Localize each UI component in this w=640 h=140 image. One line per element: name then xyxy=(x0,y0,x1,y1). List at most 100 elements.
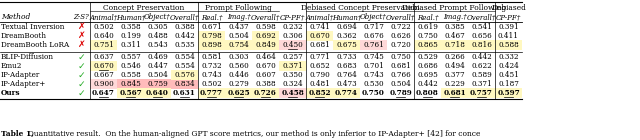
Text: 0.481: 0.481 xyxy=(309,80,330,88)
Text: 0.560: 0.560 xyxy=(228,62,249,70)
Text: Debiased: Debiased xyxy=(491,4,526,12)
Text: 0.504: 0.504 xyxy=(390,80,411,88)
Text: Real.†: Real.† xyxy=(201,13,222,21)
Text: 0.377: 0.377 xyxy=(444,71,465,79)
Text: 0.306: 0.306 xyxy=(282,32,303,40)
Text: 0.686: 0.686 xyxy=(417,62,438,70)
Text: Quantitative result.  On the human-aligned GPT score metrics, our method is only: Quantitative result. On the human-aligne… xyxy=(24,130,481,138)
Bar xyxy=(225,88,252,98)
Text: 0.371: 0.371 xyxy=(471,80,492,88)
Text: 0.598: 0.598 xyxy=(255,23,276,31)
Text: 0.257: 0.257 xyxy=(282,53,303,61)
Text: 0.350: 0.350 xyxy=(282,71,303,79)
Text: Human†: Human† xyxy=(332,13,361,21)
Bar xyxy=(279,88,306,98)
Text: 0.442: 0.442 xyxy=(417,80,438,88)
Bar xyxy=(414,40,441,50)
Bar xyxy=(252,40,279,50)
Text: Emu2: Emu2 xyxy=(1,62,22,70)
Bar xyxy=(144,88,171,98)
Text: 0.458: 0.458 xyxy=(281,89,304,97)
Text: 0.743: 0.743 xyxy=(363,71,384,79)
Text: 0.759: 0.759 xyxy=(147,80,168,88)
Text: 0.647: 0.647 xyxy=(92,89,115,97)
Text: 0.676: 0.676 xyxy=(363,32,384,40)
Text: 0.332: 0.332 xyxy=(499,53,519,61)
Text: 0.834: 0.834 xyxy=(174,80,195,88)
Bar xyxy=(495,40,522,50)
Text: 0.681: 0.681 xyxy=(390,62,411,70)
Text: 0.757: 0.757 xyxy=(470,89,493,97)
Bar xyxy=(198,31,225,41)
Text: 0.546: 0.546 xyxy=(120,62,141,70)
Text: 0.667: 0.667 xyxy=(93,71,114,79)
Text: 0.743: 0.743 xyxy=(201,71,222,79)
Text: 0.303: 0.303 xyxy=(228,53,249,61)
Text: 0.718: 0.718 xyxy=(444,41,465,49)
Text: 0.845: 0.845 xyxy=(120,80,141,88)
Text: Overall†: Overall† xyxy=(170,13,199,21)
Bar xyxy=(279,61,306,71)
Text: 0.311: 0.311 xyxy=(120,41,141,49)
Bar xyxy=(117,79,144,89)
Bar xyxy=(333,88,360,98)
Text: Human†: Human† xyxy=(116,13,145,21)
Text: 0.558: 0.558 xyxy=(120,71,141,79)
Text: DreamBooth LoRA: DreamBooth LoRA xyxy=(1,41,69,49)
Text: 0.771: 0.771 xyxy=(309,53,330,61)
Text: 0.670: 0.670 xyxy=(255,62,276,70)
Text: 0.898: 0.898 xyxy=(201,41,222,49)
Text: Concept Preservation: Concept Preservation xyxy=(104,4,184,12)
Bar xyxy=(441,40,468,50)
Text: 0.816: 0.816 xyxy=(471,41,492,49)
Text: IP-Adapter: IP-Adapter xyxy=(1,71,40,79)
Text: 0.597: 0.597 xyxy=(497,89,520,97)
Text: 0.670: 0.670 xyxy=(309,32,330,40)
Text: 0.626: 0.626 xyxy=(390,32,411,40)
Text: 0.437: 0.437 xyxy=(228,23,249,31)
Text: 0.652: 0.652 xyxy=(309,62,330,70)
Text: 0.362: 0.362 xyxy=(336,32,357,40)
Text: 0.442: 0.442 xyxy=(174,32,195,40)
Text: 0.750: 0.750 xyxy=(417,32,438,40)
Text: 0.464: 0.464 xyxy=(255,53,276,61)
Bar xyxy=(279,88,306,98)
Text: 0.391: 0.391 xyxy=(498,23,519,31)
Text: 0.631: 0.631 xyxy=(173,89,196,97)
Text: 0.720: 0.720 xyxy=(390,41,411,49)
Text: Animal†: Animal† xyxy=(305,13,333,21)
Text: 0.447: 0.447 xyxy=(147,62,168,70)
Text: DreamBooth: DreamBooth xyxy=(1,32,47,40)
Text: 0.750: 0.750 xyxy=(362,89,385,97)
Bar xyxy=(90,79,117,89)
Text: 0.656: 0.656 xyxy=(471,32,492,40)
Bar xyxy=(198,40,225,50)
Text: 0.567: 0.567 xyxy=(119,89,142,97)
Text: 0.411: 0.411 xyxy=(498,32,519,40)
Text: 0.622: 0.622 xyxy=(471,62,492,70)
Text: 0.671: 0.671 xyxy=(201,23,222,31)
Text: 0.790: 0.790 xyxy=(309,71,330,79)
Text: 0.388: 0.388 xyxy=(255,80,276,88)
Text: 0.726: 0.726 xyxy=(254,89,277,97)
Text: ✗: ✗ xyxy=(77,40,85,49)
Text: Ours: Ours xyxy=(1,89,20,97)
Text: Animal†: Animal† xyxy=(90,13,118,21)
Text: 0.732: 0.732 xyxy=(201,62,222,70)
Text: 0.557: 0.557 xyxy=(120,53,141,61)
Text: 0.554: 0.554 xyxy=(174,53,195,61)
Bar xyxy=(90,61,117,71)
Text: 0.424: 0.424 xyxy=(498,62,519,70)
Text: Imag.†: Imag.† xyxy=(227,13,250,21)
Text: 0.442: 0.442 xyxy=(471,53,492,61)
Text: 0.589: 0.589 xyxy=(471,71,492,79)
Text: 0.750: 0.750 xyxy=(390,53,411,61)
Text: 0.766: 0.766 xyxy=(390,71,411,79)
Bar xyxy=(306,88,333,98)
Text: ✓: ✓ xyxy=(77,52,85,61)
Text: 0.619: 0.619 xyxy=(417,23,438,31)
Text: Debiased Prompt Following: Debiased Prompt Following xyxy=(403,4,507,12)
Bar xyxy=(495,88,522,98)
Text: 0.504: 0.504 xyxy=(147,71,168,79)
Text: Table 1.: Table 1. xyxy=(1,130,34,138)
